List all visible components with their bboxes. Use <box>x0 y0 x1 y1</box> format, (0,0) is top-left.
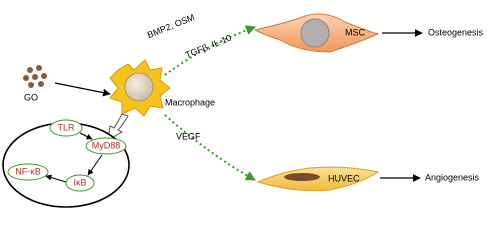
arrow <box>87 154 103 176</box>
diagram: GO Macrophage TLR MyD88 IκB NF-κB BMP2, … <box>2 12 484 208</box>
go-label: GO <box>24 92 38 102</box>
signal-label: VEGF <box>176 131 201 141</box>
signal-arrow <box>164 114 256 181</box>
huvec-nucleus <box>284 173 320 181</box>
arrow <box>54 82 111 97</box>
msc-label: MSC <box>345 27 366 37</box>
pathway-label: TLR <box>57 122 75 132</box>
macrophage-label: Macrophage <box>165 97 215 107</box>
outcome-label: Osteogenesis <box>428 27 484 37</box>
arrow <box>45 174 67 183</box>
signal-label: TGFβ, IL-10 <box>184 33 233 61</box>
signal-label: BMP2, OSM <box>146 12 196 40</box>
signal-arrow <box>164 25 256 76</box>
macrophage-nucleus <box>124 72 154 102</box>
pathway-label: NF-κB <box>15 166 41 176</box>
pathway-node <box>7 163 49 181</box>
pathway-node <box>65 174 95 192</box>
huvec-label: HUVEC <box>328 173 360 183</box>
pathway-node <box>85 137 127 155</box>
huvec-cell <box>256 166 380 192</box>
arrow <box>79 132 93 140</box>
msc-nucleus <box>300 18 330 48</box>
pathway-label: IκB <box>73 177 86 187</box>
outcome-label: Angiogenesis <box>425 172 480 182</box>
go-particles <box>23 65 47 88</box>
pathway-node <box>49 119 83 137</box>
pathway-label: MyD88 <box>92 140 121 150</box>
hollow-arrow <box>107 113 129 141</box>
